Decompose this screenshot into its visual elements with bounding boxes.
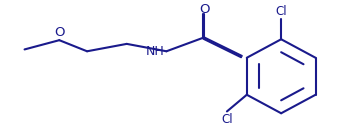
Text: Cl: Cl	[275, 5, 287, 18]
Text: NH: NH	[146, 45, 165, 58]
Text: O: O	[199, 3, 209, 16]
Text: Cl: Cl	[221, 113, 233, 126]
Text: O: O	[54, 26, 64, 39]
